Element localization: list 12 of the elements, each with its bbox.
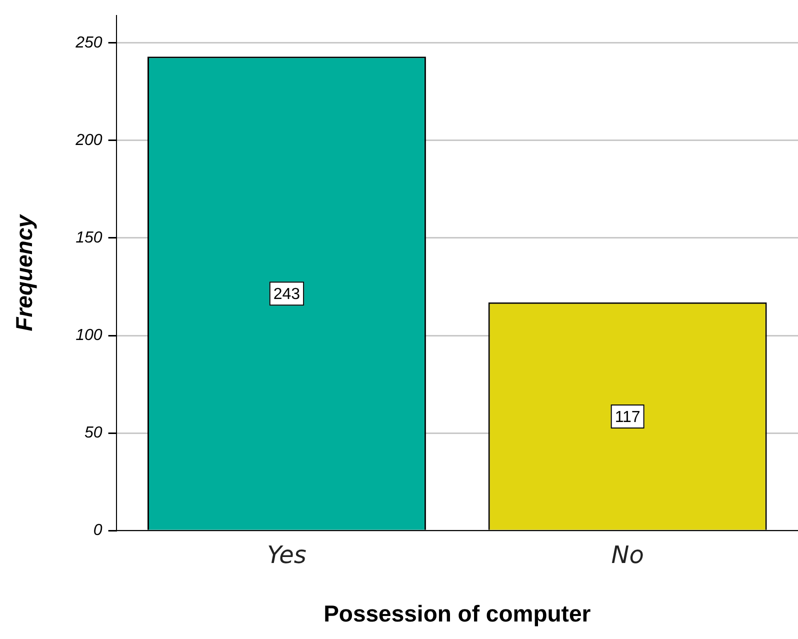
x-tick-label: No bbox=[611, 541, 644, 570]
y-tick-label: 100 bbox=[76, 326, 102, 344]
y-axis-title: Frequency bbox=[11, 214, 38, 332]
y-tick-label: 0 bbox=[93, 522, 102, 540]
y-tick-label: 150 bbox=[76, 229, 102, 246]
y-tick-label: 50 bbox=[84, 424, 102, 442]
x-tick-label: Yes bbox=[267, 541, 306, 570]
y-tick-label: 250 bbox=[74, 34, 102, 52]
data-label: 117 bbox=[614, 408, 640, 426]
data-label: 243 bbox=[273, 286, 300, 303]
y-tick-label: 200 bbox=[74, 132, 102, 149]
x-axis-title: Possession of computer bbox=[324, 600, 591, 627]
